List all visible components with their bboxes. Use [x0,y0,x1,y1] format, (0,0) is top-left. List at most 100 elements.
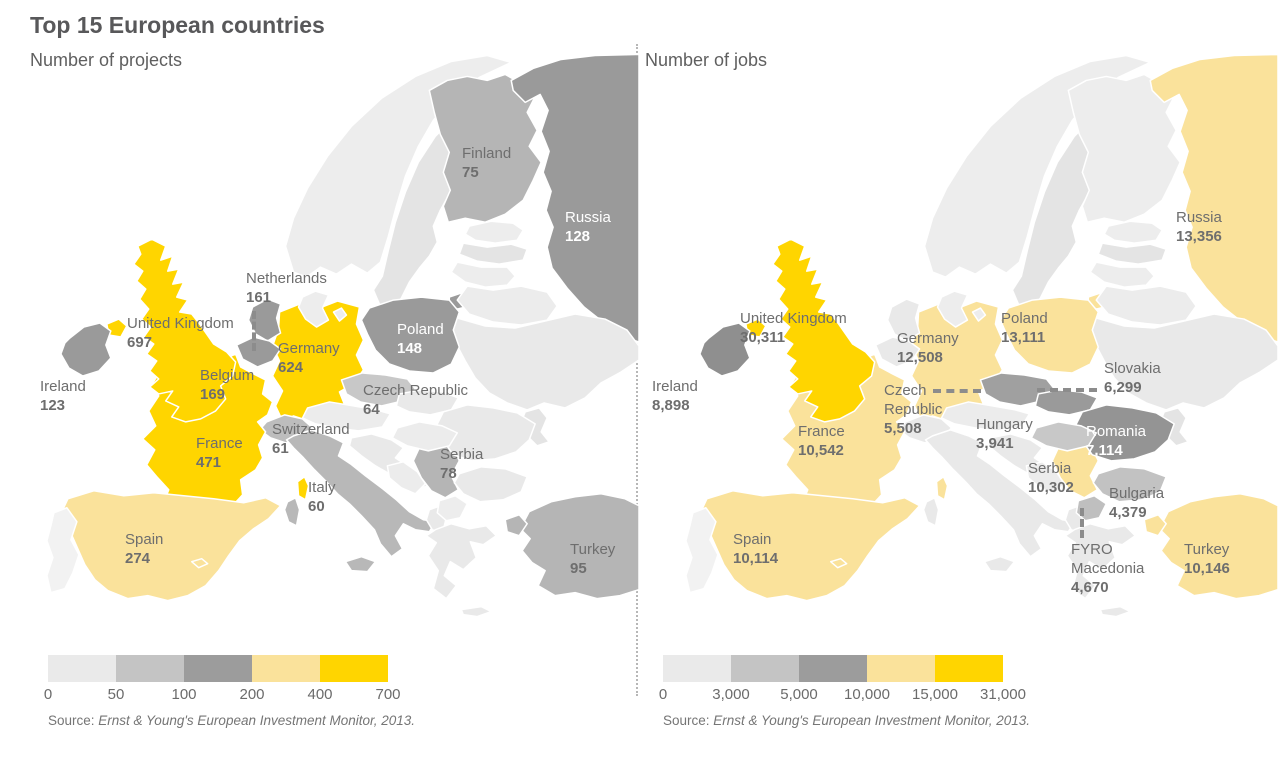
country-greece [425,522,497,600]
country-denmark [297,290,348,328]
country-uk [133,238,237,423]
country-crete [1099,605,1131,618]
country-label: Hungary 3,941 [976,415,1033,453]
country-label: Poland 13,111 [1001,309,1048,347]
country-name: Ireland [40,378,86,395]
country-estonia [1103,220,1163,244]
legend-swatch [184,655,252,682]
country-name: United Kingdom [740,310,847,327]
legend-tick-label: 50 [107,686,125,703]
projects-subtitle: Number of projects [30,50,183,70]
country-name: Spain [733,531,772,548]
country-label: Ireland 8,898 [652,377,698,415]
legend-swatch [252,655,320,682]
country-portugal [46,507,80,594]
legend-tick-label: 3,000 [712,686,750,703]
country-label: Romania 7,114 [1086,422,1146,460]
country-hungary [391,421,459,452]
country-bulgaria [453,466,528,503]
country-ukraine [1087,313,1278,411]
country-value: 5,508 [884,420,922,437]
country-value: 8,898 [652,397,690,414]
legend-swatch [731,655,799,682]
country-name: Poland [1001,310,1048,327]
legend-swatches [663,655,1003,682]
legend-swatch [799,655,867,682]
country-lithuania [1089,261,1155,288]
country-austria [301,401,392,432]
label-leader-line [1037,388,1097,392]
country-label: Bulgaria 4,379 [1109,484,1164,522]
country-macedonia [436,495,469,522]
country-label: Switzerland 61 [272,420,350,458]
country-estonia [464,220,524,244]
country-crete [460,605,492,618]
country-label: United Kingdom 697 [127,314,234,352]
country-name: Russia [1176,209,1222,226]
country-name: Russia [565,209,611,226]
country-netherlands [247,298,282,342]
country-corsica [296,476,310,501]
country-label: Russia 128 [565,208,611,246]
country-label: Finland 75 [462,144,511,182]
country-label: Germany 624 [278,339,340,377]
country-name: Czech [884,382,927,399]
country-italy [285,429,437,558]
country-value: 6,299 [1104,379,1142,396]
country-label: Serbia 10,302 [1028,459,1074,497]
country-spain [60,490,282,602]
source-prefix: Source: [663,713,714,728]
source-prefix: Source: [48,713,99,728]
country-latvia [1097,242,1167,265]
label-leader-line [1080,508,1084,538]
country-netherlands [886,298,921,342]
country-label: Spain 274 [125,530,163,568]
country-value: 13,356 [1176,228,1222,245]
country-value: 12,508 [897,349,943,366]
country-bosnia [1025,461,1066,495]
country-name: Finland [462,145,512,162]
country-value: 10,542 [798,442,844,459]
country-spain [699,490,921,602]
legend-tick-label: 400 [307,686,333,703]
country-value: 61 [272,440,289,457]
country-name: Bulgaria [1109,485,1165,502]
country-label: Poland 148 [397,320,444,358]
legend-swatches [48,655,388,682]
legend-tick-label: 0 [658,686,668,703]
country-value: 78 [440,465,457,482]
country-value: 10,302 [1028,479,1074,496]
country-name: Turkey [570,541,616,558]
europe-map-jobs [685,53,1278,618]
country-value: 7,114 [1086,442,1123,459]
country-name: Serbia [1028,460,1072,477]
country-belgium [874,336,921,368]
legend-tick-label: 0 [43,686,53,703]
country-poland [999,296,1100,374]
country-label: France 10,542 [798,422,845,460]
country-value: 75 [462,164,479,181]
country-name: Turkey [1184,541,1230,558]
country-belarus [456,285,558,326]
country-label: Italy 60 [308,478,336,516]
country-value: 123 [40,397,66,414]
country-sardinia [283,497,301,527]
legend-swatch [867,655,935,682]
country-turkey [1158,493,1278,600]
legend-tick-label: 5,000 [780,686,818,703]
jobs-panel: Number of jobs Russia 13,356 United Kingdo… [639,0,1278,767]
country-ukraine [448,313,639,411]
country-austria [940,401,1031,432]
legend-tick-label: 700 [375,686,401,703]
country-value: 60 [308,498,325,515]
country-name: Romania [1086,423,1147,440]
legend-swatch [663,655,731,682]
country-belarus [1095,285,1197,326]
jobs-subtitle: Number of jobs [645,50,768,70]
country-label: Slovakia 6,299 [1104,359,1161,397]
country-value: 13,111 [1001,329,1046,346]
country-name: Spain [125,531,164,548]
country-name: Belgium [200,367,255,384]
country-ireland [699,322,751,377]
country-label: Turkey 10,146 [1184,540,1230,578]
